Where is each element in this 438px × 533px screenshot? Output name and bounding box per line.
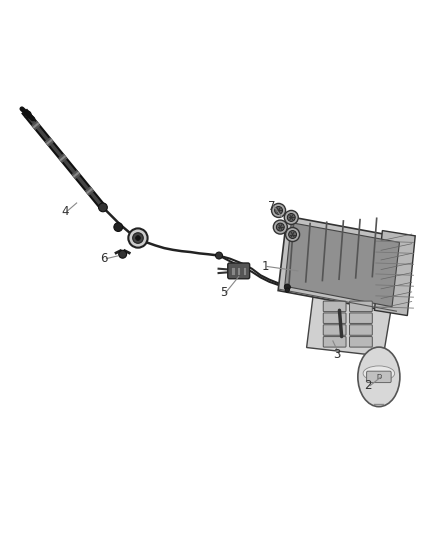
FancyBboxPatch shape <box>367 371 391 383</box>
Polygon shape <box>278 216 405 312</box>
FancyBboxPatch shape <box>323 336 346 347</box>
Ellipse shape <box>363 366 395 381</box>
Polygon shape <box>285 223 399 307</box>
FancyBboxPatch shape <box>350 325 372 335</box>
FancyBboxPatch shape <box>243 266 246 275</box>
FancyBboxPatch shape <box>350 301 372 312</box>
Polygon shape <box>313 273 396 304</box>
Circle shape <box>287 214 295 221</box>
Circle shape <box>284 284 290 290</box>
Circle shape <box>289 231 297 238</box>
Circle shape <box>128 229 148 248</box>
Circle shape <box>272 204 286 217</box>
Circle shape <box>275 206 283 214</box>
FancyBboxPatch shape <box>323 313 346 324</box>
FancyBboxPatch shape <box>350 336 372 347</box>
Circle shape <box>119 251 127 258</box>
FancyBboxPatch shape <box>237 266 240 275</box>
Polygon shape <box>313 273 396 304</box>
Text: 1: 1 <box>261 260 269 273</box>
Text: 4: 4 <box>61 205 69 218</box>
Text: 5: 5 <box>220 286 227 300</box>
FancyBboxPatch shape <box>228 263 250 279</box>
FancyBboxPatch shape <box>350 313 372 324</box>
Circle shape <box>24 111 31 118</box>
FancyBboxPatch shape <box>231 266 235 275</box>
Text: D: D <box>376 374 381 380</box>
Polygon shape <box>307 295 392 356</box>
Circle shape <box>284 211 298 224</box>
Text: 6: 6 <box>100 252 108 265</box>
Circle shape <box>133 233 143 244</box>
Circle shape <box>215 252 223 259</box>
Circle shape <box>114 223 123 231</box>
Circle shape <box>276 223 284 231</box>
Text: 2: 2 <box>364 379 372 392</box>
Circle shape <box>99 203 107 212</box>
Circle shape <box>273 220 287 234</box>
FancyBboxPatch shape <box>323 325 346 335</box>
Text: 7: 7 <box>268 199 276 213</box>
FancyBboxPatch shape <box>323 301 346 312</box>
Text: 3: 3 <box>334 349 341 361</box>
Circle shape <box>136 236 140 240</box>
Polygon shape <box>374 231 415 316</box>
Circle shape <box>286 228 300 241</box>
Circle shape <box>285 288 290 292</box>
Ellipse shape <box>358 347 400 407</box>
